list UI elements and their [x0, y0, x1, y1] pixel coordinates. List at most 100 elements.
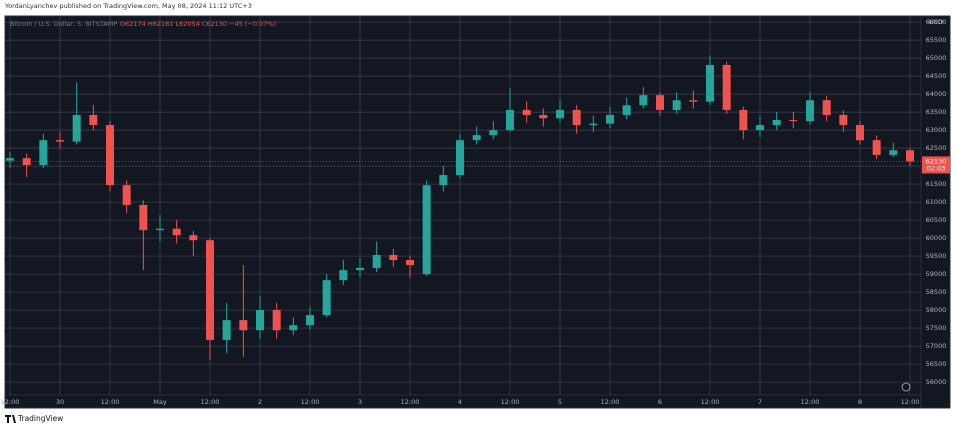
- candle-body: [289, 325, 298, 331]
- candle-body: [372, 254, 381, 268]
- candle-body: [222, 320, 231, 340]
- x-tick-label: 12:00: [701, 398, 720, 406]
- candle-body: [72, 114, 81, 142]
- x-tick-label: 12:00: [201, 398, 220, 406]
- candle-body: [572, 109, 581, 126]
- symbol-label: Bitcoin / U.S. Dollar, 5, BITSTAMP: [10, 20, 117, 28]
- y-tick-label: 56000: [926, 378, 947, 386]
- last-price-box: [922, 156, 950, 174]
- footer-logo: [5, 415, 16, 423]
- candle-body: [756, 125, 764, 131]
- candle-body: [789, 120, 798, 122]
- candle-body: [906, 150, 914, 162]
- y-tick-label: 58500: [926, 288, 947, 296]
- x-tick-label: 12:00: [901, 398, 920, 406]
- x-tick-label: 12:00: [301, 398, 320, 406]
- chart-background: [4, 15, 951, 409]
- currency-label: USD: [929, 18, 943, 26]
- y-tick-label: 56500: [926, 360, 947, 368]
- candle-body: [706, 64, 714, 102]
- candle-body: [689, 100, 698, 102]
- x-tick-label: 4: [458, 398, 462, 406]
- y-tick-label: 66000: [926, 18, 947, 26]
- candle-body: [639, 95, 648, 106]
- candle-body: [256, 310, 264, 331]
- x-tick-label: 5: [558, 398, 562, 406]
- candle-body: [839, 114, 848, 126]
- candle-body: [339, 270, 348, 281]
- y-tick-label: 59500: [926, 252, 947, 260]
- candle-body: [589, 123, 598, 126]
- candle-body: [106, 125, 114, 186]
- candle-body: [472, 135, 481, 141]
- candle-body: [889, 150, 898, 155]
- candle-body: [356, 267, 364, 271]
- grid: [5, 16, 921, 395]
- candle-body: [822, 100, 831, 115]
- candle-body: [306, 315, 314, 326]
- y-tick-label: 57500: [926, 324, 947, 332]
- candle-body: [439, 175, 448, 186]
- candle-body: [739, 109, 748, 131]
- candle-body: [772, 120, 781, 126]
- candle-body: [806, 100, 814, 122]
- y-tick-label: 64000: [926, 90, 947, 98]
- candles: [6, 55, 914, 361]
- y-tick-label: 64500: [926, 72, 947, 80]
- candle-body: [872, 140, 881, 155]
- candle-body: [189, 235, 198, 241]
- candle-body: [272, 310, 281, 331]
- candle-body: [56, 140, 64, 142]
- ohlc-readout: O62174 H62181 L62054 C62130 −45 (−0.07%): [120, 20, 276, 28]
- y-tick-label: 60500: [926, 216, 947, 224]
- x-tick-label: 12:00: [1, 398, 20, 406]
- candle-body: [539, 114, 548, 119]
- candle-body: [506, 109, 514, 131]
- y-tick-label: 63500: [926, 108, 947, 116]
- candle-body: [856, 125, 864, 141]
- x-tick-label: 3: [358, 398, 362, 406]
- y-tick-label: 60000: [926, 234, 947, 242]
- candle-body: [89, 114, 98, 126]
- x-tick-label: 6: [658, 398, 662, 406]
- x-tick-label: 7: [758, 398, 762, 406]
- byline: YordanLyanchev published on TradingView.…: [4, 2, 252, 10]
- y-tick-label: 62500: [926, 144, 947, 152]
- countdown-label: 02:03: [927, 164, 946, 172]
- candle-body: [206, 240, 214, 340]
- candle-body: [656, 95, 664, 110]
- x-tick-label: 12:00: [401, 398, 420, 406]
- candle-body: [239, 320, 248, 331]
- x-tick-label: 12:00: [801, 398, 820, 406]
- candle-body: [139, 204, 148, 231]
- footer-brand: TradingView: [17, 414, 63, 423]
- y-tick-label: 61500: [926, 180, 947, 188]
- candle-body: [522, 109, 531, 115]
- candle-body: [489, 130, 498, 136]
- x-tick-label: 12:00: [601, 398, 620, 406]
- y-tick-label: 59000: [926, 270, 947, 278]
- reset-icon[interactable]: [901, 382, 911, 392]
- candle-body: [322, 280, 331, 316]
- x-tick-label: 30: [56, 398, 64, 406]
- candle-body: [389, 254, 398, 261]
- x-tick-label: 2: [258, 398, 262, 406]
- y-tick-label: 61000: [926, 198, 947, 206]
- candle-body: [6, 158, 14, 161]
- y-tick-label: 65500: [926, 36, 947, 44]
- x-tick-label: 12:00: [501, 398, 520, 406]
- candle-body: [122, 185, 131, 205]
- candle-body: [422, 185, 431, 275]
- candle-body: [456, 140, 464, 176]
- candle-body: [672, 100, 681, 110]
- y-tick-label: 57000: [926, 342, 947, 350]
- candle-body: [39, 140, 48, 166]
- y-tick-label: 58000: [926, 306, 947, 314]
- candle-body: [622, 105, 631, 115]
- y-tick-label: 65000: [926, 54, 947, 62]
- candle-body: [172, 228, 181, 236]
- candle-body: [406, 260, 414, 266]
- candle-body: [606, 114, 614, 124]
